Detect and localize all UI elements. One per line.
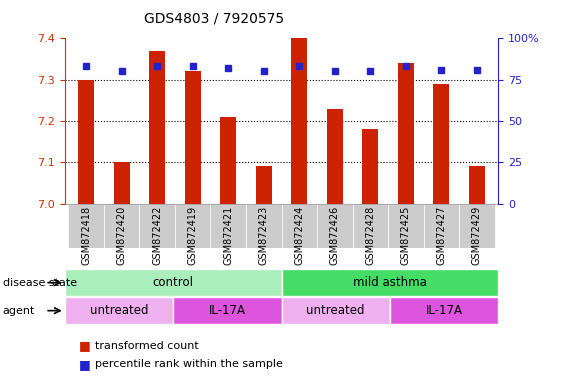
Text: agent: agent xyxy=(3,306,35,316)
Text: percentile rank within the sample: percentile rank within the sample xyxy=(95,359,283,369)
Text: ■: ■ xyxy=(79,339,91,353)
Text: mild asthma: mild asthma xyxy=(353,276,427,289)
Bar xyxy=(423,204,459,248)
Text: GSM872429: GSM872429 xyxy=(472,206,482,265)
Text: ■: ■ xyxy=(79,358,91,371)
Bar xyxy=(140,204,175,248)
Bar xyxy=(390,297,498,324)
Bar xyxy=(104,204,140,248)
Bar xyxy=(282,269,498,296)
Bar xyxy=(459,204,495,248)
Bar xyxy=(388,204,423,248)
Bar xyxy=(173,297,282,324)
Text: GSM872422: GSM872422 xyxy=(152,206,162,265)
Bar xyxy=(185,71,200,204)
Text: GSM872419: GSM872419 xyxy=(187,206,198,265)
Text: GSM872426: GSM872426 xyxy=(330,206,340,265)
Text: GSM872423: GSM872423 xyxy=(259,206,269,265)
Bar xyxy=(68,204,104,248)
Text: untreated: untreated xyxy=(306,304,365,317)
Text: GSM872424: GSM872424 xyxy=(294,206,304,265)
Bar xyxy=(65,269,282,296)
Bar xyxy=(327,109,343,204)
Bar xyxy=(149,51,165,204)
Bar xyxy=(291,38,307,204)
Text: GSM872427: GSM872427 xyxy=(436,206,446,265)
Bar xyxy=(78,80,94,204)
Text: GSM872421: GSM872421 xyxy=(223,206,233,265)
Text: untreated: untreated xyxy=(90,304,148,317)
Text: disease state: disease state xyxy=(3,278,77,288)
Text: GSM872428: GSM872428 xyxy=(365,206,376,265)
Bar xyxy=(282,297,390,324)
Text: control: control xyxy=(153,276,194,289)
Bar xyxy=(352,204,388,248)
Bar xyxy=(65,297,173,324)
Bar xyxy=(220,117,236,204)
Text: GSM872418: GSM872418 xyxy=(81,206,91,265)
Bar xyxy=(211,204,246,248)
Text: GSM872420: GSM872420 xyxy=(117,206,127,265)
Bar xyxy=(246,204,282,248)
Bar xyxy=(175,204,211,248)
Bar xyxy=(469,166,485,204)
Bar xyxy=(114,162,129,204)
Text: GSM872425: GSM872425 xyxy=(401,206,411,265)
Bar xyxy=(363,129,378,204)
Bar xyxy=(317,204,352,248)
Bar xyxy=(256,166,272,204)
Bar xyxy=(398,63,414,204)
Bar xyxy=(282,204,317,248)
Text: IL-17A: IL-17A xyxy=(209,304,246,317)
Text: transformed count: transformed count xyxy=(95,341,198,351)
Bar xyxy=(434,84,449,204)
Text: IL-17A: IL-17A xyxy=(426,304,463,317)
Text: GDS4803 / 7920575: GDS4803 / 7920575 xyxy=(144,12,284,25)
